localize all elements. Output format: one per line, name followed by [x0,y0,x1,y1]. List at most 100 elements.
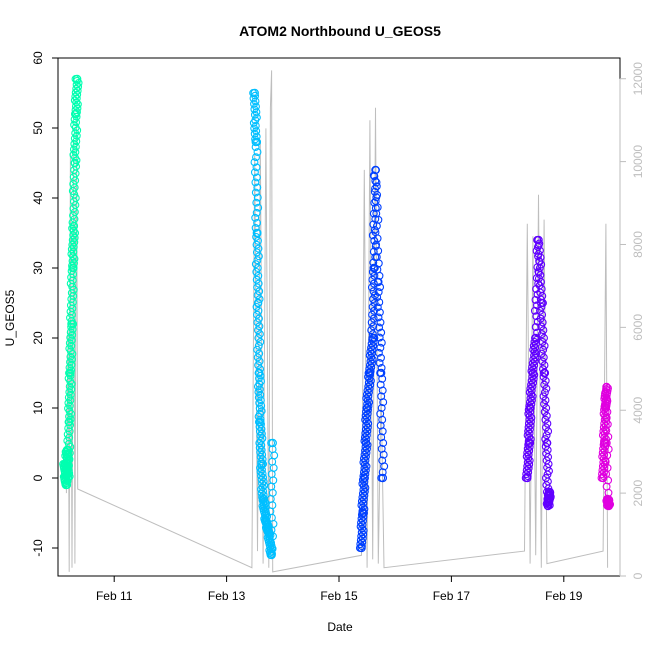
data-point [358,508,367,518]
data-point [264,529,274,539]
data-point [71,194,80,202]
data-point [537,302,546,311]
data-point [256,337,265,346]
data-point [369,337,378,346]
data-point [361,456,370,465]
data-point [255,295,264,304]
data-point [255,439,264,447]
data-point [538,318,547,327]
data-point [376,343,385,352]
data-point [72,98,81,107]
data-point [524,438,534,448]
data-point [543,419,552,428]
data-point [359,485,368,494]
data-point [528,372,537,381]
data-point [531,353,540,362]
data-point [526,417,535,426]
data-point [525,460,534,469]
chart-title: ATOM2 Northbound U_GEOS5 [239,23,441,39]
y-tick-label: 20 [31,331,45,345]
data-point [254,279,263,288]
data-point [68,224,77,233]
data-point [360,487,369,496]
x-axis-title: Date [327,620,353,634]
data-point [68,263,77,273]
data-point [250,168,259,177]
data-point [362,431,371,440]
data-point [256,417,265,427]
data-point [378,427,387,436]
data-point [524,464,533,473]
data-point [367,318,376,327]
data-point [374,313,383,322]
data-point [539,392,548,401]
data-point [70,158,80,168]
data-point [532,312,541,321]
data-point [368,267,377,276]
data-point [253,298,263,308]
data-point [255,357,264,366]
data-point [534,235,543,245]
data-point [362,435,371,444]
background-series-line [65,70,609,573]
data-point [368,359,376,368]
data-point [253,345,262,354]
data-point [358,534,367,543]
data-point [373,293,382,302]
data-point [371,176,380,185]
data-point [602,382,611,392]
data-point [368,302,377,311]
data-point [525,433,534,442]
data-point [254,271,263,280]
y-axis: -10 0 10 20 30 40 50 60 [31,51,59,557]
data-point [540,407,549,416]
data-point [362,448,371,457]
data-point [365,368,375,378]
data-point [358,503,367,512]
data-point [525,442,534,451]
data-point [362,403,372,413]
data-point [252,163,261,172]
data-point [540,380,549,389]
data-point [375,358,384,367]
data-point [259,477,268,486]
data-point [527,390,536,399]
data-point [74,82,83,91]
data-point [601,421,610,430]
data-point [73,86,82,95]
data-point [526,421,535,430]
y-tick-label: 50 [31,121,45,135]
secondary-y-tick-label: 10000 [631,145,645,179]
data-point [530,306,539,315]
data-point [251,188,260,197]
secondary-y-tick-label: 12000 [631,62,645,96]
data-point [374,288,383,297]
x-tick-label: Feb 13 [208,589,246,603]
data-point [376,283,385,292]
data-point [368,333,377,343]
data-point [255,314,263,323]
data-point [539,353,548,362]
data-point [525,411,534,420]
data-point [253,193,262,202]
data-point [530,351,538,360]
data-point [251,137,261,147]
data-point [363,396,372,405]
data-point [367,353,376,362]
data-point [253,283,262,292]
series-2 [355,165,389,553]
data-point [375,298,384,307]
data-point [360,491,369,500]
data-point [373,303,382,312]
data-point [369,220,378,229]
data-point [378,468,387,477]
data-point [529,365,538,374]
data-point [255,349,264,358]
series-layer [59,74,615,560]
data-point [525,403,535,413]
data-point [268,438,277,448]
data-point [527,400,536,409]
data-point [67,250,76,258]
data-point [361,470,370,479]
data-point [359,495,368,504]
